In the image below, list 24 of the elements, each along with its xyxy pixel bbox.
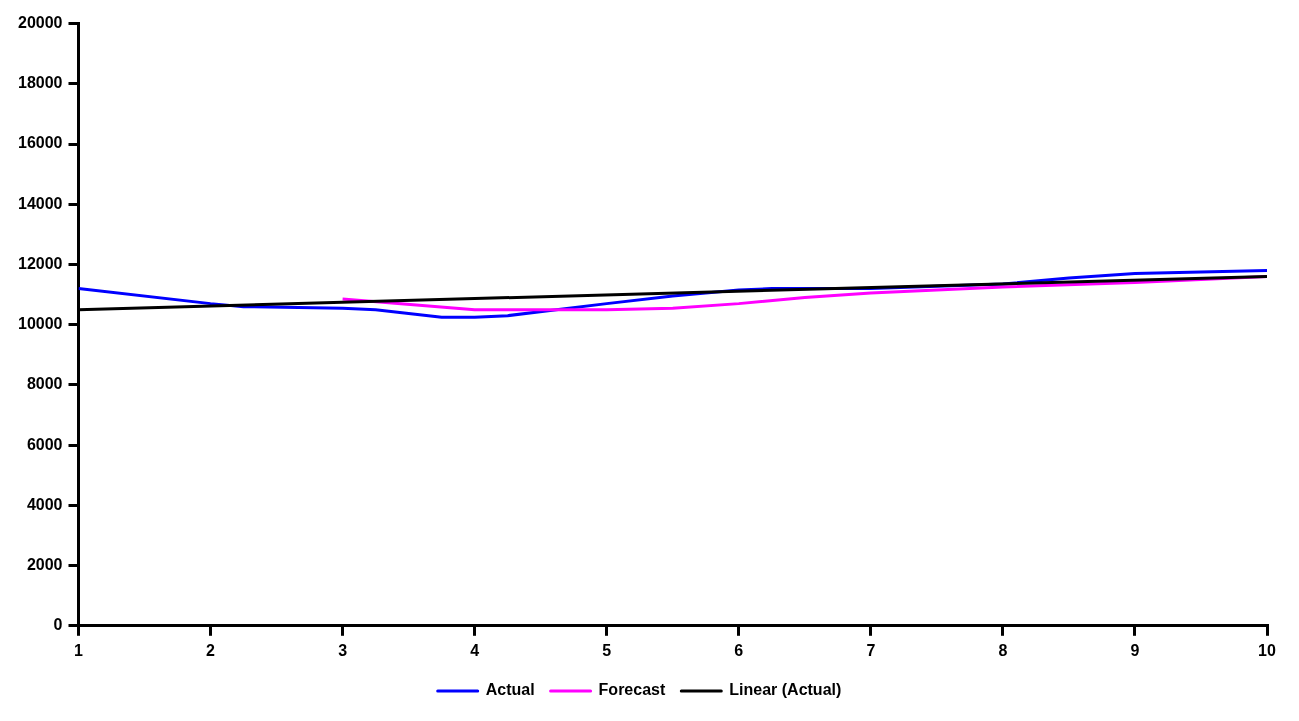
x-tick-label: 8: [998, 641, 1008, 659]
y-tick-label: 8000: [26, 375, 63, 393]
y-tick-label: 18000: [17, 74, 63, 92]
x-tick-label: 4: [470, 641, 480, 659]
y-tick-label: 6000: [26, 435, 63, 453]
legend-label: Linear (Actual): [729, 681, 842, 699]
x-tick-label: 1: [74, 641, 84, 659]
y-tick-label: 10000: [17, 315, 63, 333]
x-tick-label: 5: [602, 641, 612, 659]
y-tick-label: 12000: [17, 254, 63, 272]
y-tick-label: 2000: [26, 555, 63, 573]
y-tick-label: 20000: [17, 14, 63, 32]
x-tick-label: 7: [866, 641, 876, 659]
x-tick-label: 6: [734, 641, 744, 659]
y-tick-label: 14000: [17, 194, 63, 212]
y-tick-label: 0: [53, 616, 63, 634]
y-tick-label: 16000: [17, 134, 63, 152]
x-tick-label: 2: [206, 641, 216, 659]
y-tick-label: 4000: [26, 495, 63, 513]
x-tick-label: 10: [1258, 641, 1276, 659]
x-tick-label: 9: [1130, 641, 1140, 659]
x-tick-label: 3: [338, 641, 348, 659]
legend-label: Actual: [485, 681, 535, 699]
legend-label: Forecast: [598, 681, 666, 699]
